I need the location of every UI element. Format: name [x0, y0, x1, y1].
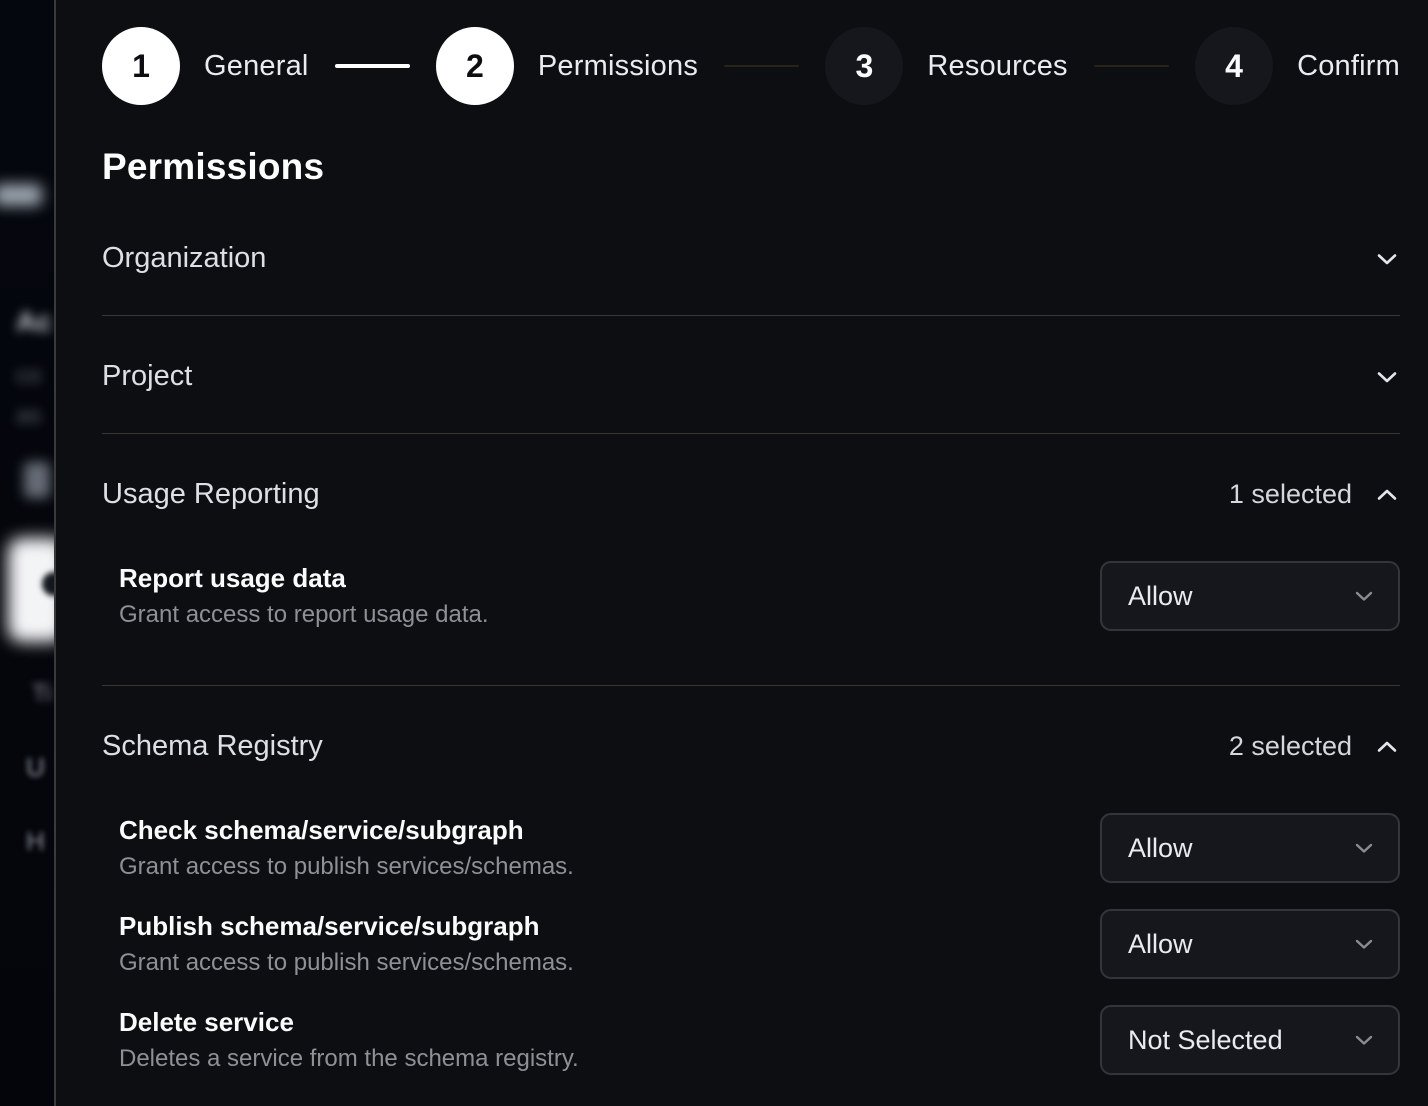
permission-title: Delete service [119, 1007, 294, 1037]
step-general-label: General [204, 49, 309, 82]
section-project-header[interactable]: Project [102, 316, 1400, 433]
permission-title: Report usage data [119, 563, 346, 593]
select-value: Not Selected [1128, 1024, 1283, 1055]
permission-description: Grant access to publish services/schemas… [119, 853, 574, 880]
background-sidebar: Ac co as Ti U H [0, 0, 54, 1106]
section-organization-title: Organization [102, 242, 267, 274]
permission-select-publish-schema[interactable]: Allow [1100, 909, 1400, 979]
permission-description: Deletes a service from the schema regist… [119, 1045, 579, 1072]
chevron-up-icon[interactable] [1374, 482, 1400, 508]
selected-count-badge: 1 selected [1228, 479, 1352, 509]
permission-select-delete-service[interactable]: Not Selected [1100, 1005, 1400, 1075]
blurred-sidebar-icon [24, 462, 50, 498]
stepper-connector-upcoming [724, 65, 800, 67]
section-schema-registry-title: Schema Registry [102, 730, 323, 762]
step-general-number[interactable]: 1 [102, 27, 180, 105]
chevron-up-icon[interactable] [1374, 734, 1400, 760]
section-usage-reporting: Usage Reporting 1 selected Report usage … [102, 434, 1400, 686]
chevron-down-icon [1355, 843, 1373, 853]
wizard-stepper: 1 General 2 Permissions 3 Resources 4 Co… [102, 26, 1400, 106]
modal-edge-divider [54, 0, 56, 1106]
blurred-sidebar-heading: Ac [16, 306, 52, 337]
section-usage-reporting-items: Report usage data Grant access to report… [102, 511, 1400, 685]
permission-description: Grant access to publish services/schemas… [119, 949, 574, 976]
step-resources-label: Resources [927, 49, 1068, 82]
permission-row-publish-schema: Publish schema/service/subgraph Grant ac… [102, 909, 1400, 979]
selected-count-badge: 2 selected [1228, 731, 1352, 761]
section-organization-header[interactable]: Organization [102, 198, 1400, 315]
blurred-sidebar-item: Ti [32, 680, 52, 707]
step-general[interactable]: 1 General [102, 27, 309, 105]
chevron-down-icon [1355, 591, 1373, 601]
permission-description: Grant access to report usage data. [119, 601, 489, 628]
section-usage-reporting-title: Usage Reporting [102, 478, 320, 510]
chevron-down-icon[interactable] [1374, 246, 1400, 272]
chevron-down-icon [1355, 939, 1373, 949]
blurred-logo [0, 184, 42, 206]
step-resources[interactable]: 3 Resources [825, 27, 1068, 105]
wizard-panel: 1 General 2 Permissions 3 Resources 4 Co… [56, 0, 1428, 1106]
select-value: Allow [1128, 580, 1193, 611]
stepper-connector-upcoming [1093, 65, 1170, 67]
blurred-card-dot [42, 572, 54, 596]
permission-select-report-usage-data[interactable]: Allow [1100, 561, 1400, 631]
page-title: Permissions [102, 146, 325, 187]
step-confirm[interactable]: 4 Confirm [1195, 27, 1400, 105]
permission-row-delete-service: Delete service Deletes a service from th… [102, 1005, 1400, 1075]
section-schema-registry: Schema Registry 2 selected Check schema/… [102, 686, 1400, 1106]
select-value: Allow [1128, 832, 1193, 863]
permission-title: Check schema/service/subgraph [119, 815, 524, 845]
step-confirm-label: Confirm [1297, 49, 1400, 82]
chevron-down-icon [1355, 1035, 1373, 1045]
section-schema-registry-items: Check schema/service/subgraph Grant acce… [102, 763, 1400, 1106]
select-value: Allow [1128, 928, 1193, 959]
section-project-title: Project [102, 360, 193, 392]
section-project: Project [102, 316, 1400, 434]
blurred-sidebar-text: as [16, 402, 42, 429]
section-organization: Organization [102, 198, 1400, 316]
section-schema-registry-header[interactable]: Schema Registry 2 selected [102, 686, 1400, 763]
step-permissions-number[interactable]: 2 [435, 27, 514, 105]
blurred-sidebar-item: H [26, 826, 45, 856]
permission-title: Publish schema/service/subgraph [119, 911, 540, 941]
step-permissions-label: Permissions [537, 49, 699, 82]
blurred-sidebar-item: U [26, 752, 45, 782]
chevron-down-icon[interactable] [1374, 364, 1400, 390]
permission-row-check-schema: Check schema/service/subgraph Grant acce… [102, 813, 1400, 883]
permission-select-check-schema[interactable]: Allow [1100, 813, 1400, 883]
section-usage-reporting-header[interactable]: Usage Reporting 1 selected [102, 434, 1400, 511]
permission-sections: Organization Project [102, 198, 1400, 1106]
permission-row-report-usage-data: Report usage data Grant access to report… [102, 561, 1400, 631]
step-permissions[interactable]: 2 Permissions [435, 27, 699, 105]
step-confirm-number[interactable]: 4 [1195, 27, 1274, 105]
step-resources-number[interactable]: 3 [825, 27, 904, 105]
stepper-connector-complete [334, 64, 410, 68]
blurred-sidebar-text: co [16, 362, 42, 389]
